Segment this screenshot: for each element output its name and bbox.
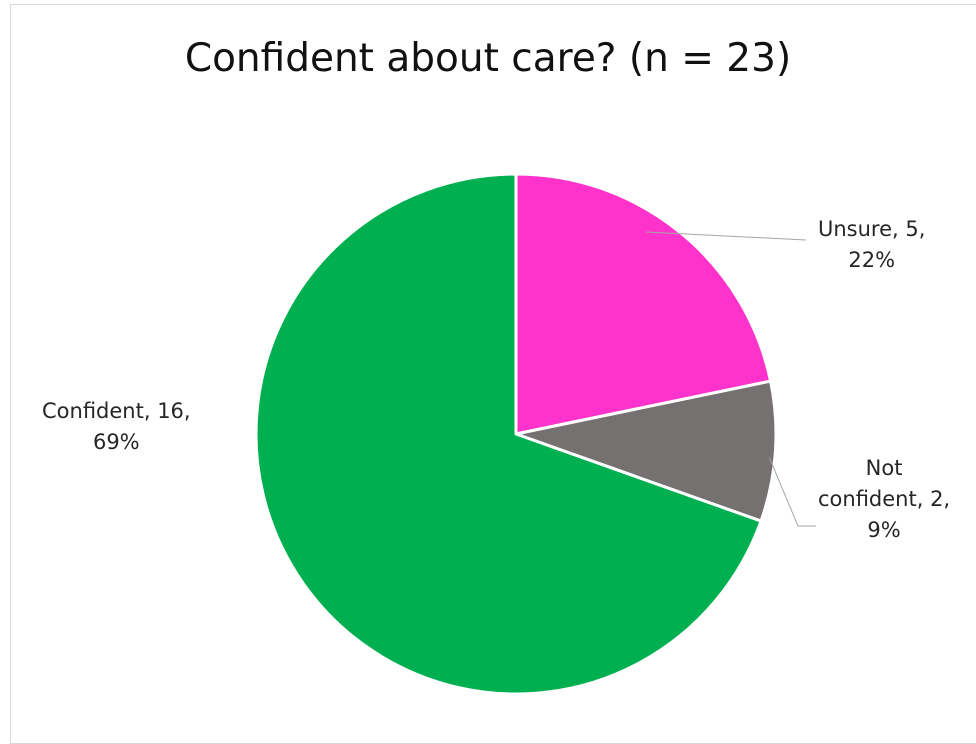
pie-slice-not-confident [514, 379, 778, 523]
data-label-not-confident-line3: 9% [867, 518, 901, 542]
data-label-unsure-line2: 22% [848, 248, 896, 272]
leader-line-unsure [646, 231, 807, 241]
pie-slices [254, 172, 778, 696]
data-label-unsure: Unsure, 5, 22% [818, 214, 925, 276]
pie-slice-unsure [514, 172, 773, 436]
data-label-not-confident-line1: Not [865, 456, 903, 480]
data-label-unsure-line1: Unsure, 5, [818, 217, 926, 241]
pie-slice-confident [254, 172, 763, 696]
leader-lines [646, 231, 816, 527]
chart-title: Confident about care? (n = 23) [184, 36, 792, 81]
data-label-confident-line1: Confident, 16, [42, 399, 191, 423]
data-label-not-confident-line2: confident, 2, [818, 487, 951, 511]
data-label-confident: Confident, 16, 69% [42, 396, 191, 458]
leader-line-not-confident [768, 457, 816, 527]
data-label-not-confident: Not confident, 2, 9% [818, 453, 950, 546]
data-label-confident-line2: 69% [92, 430, 140, 454]
